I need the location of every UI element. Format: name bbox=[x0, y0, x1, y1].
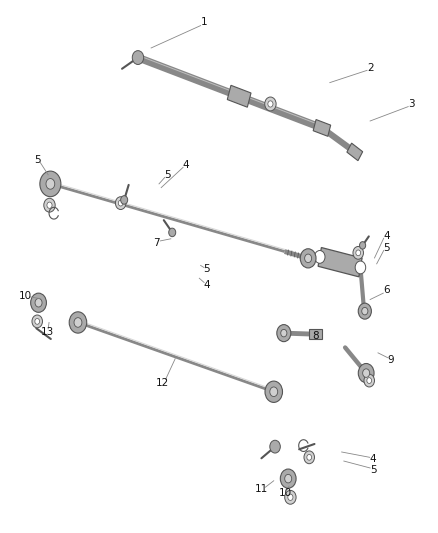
Circle shape bbox=[44, 198, 55, 212]
Text: 5: 5 bbox=[383, 243, 390, 253]
Text: 7: 7 bbox=[153, 238, 160, 247]
Text: 4: 4 bbox=[383, 231, 390, 240]
Circle shape bbox=[31, 293, 46, 312]
Circle shape bbox=[353, 246, 364, 259]
Circle shape bbox=[265, 381, 283, 402]
Text: 4: 4 bbox=[183, 160, 190, 170]
Text: 5: 5 bbox=[370, 465, 377, 475]
Circle shape bbox=[32, 315, 42, 328]
Circle shape bbox=[305, 254, 312, 263]
Circle shape bbox=[35, 319, 39, 324]
Circle shape bbox=[281, 329, 287, 337]
Circle shape bbox=[74, 318, 82, 327]
Polygon shape bbox=[313, 119, 331, 136]
Text: 6: 6 bbox=[383, 286, 390, 295]
Text: 3: 3 bbox=[408, 99, 415, 109]
Circle shape bbox=[364, 374, 374, 387]
Text: 1: 1 bbox=[200, 18, 207, 27]
Text: 2: 2 bbox=[367, 63, 374, 73]
Circle shape bbox=[360, 241, 366, 249]
Text: 5: 5 bbox=[203, 264, 210, 274]
Polygon shape bbox=[318, 247, 362, 277]
Circle shape bbox=[35, 298, 42, 307]
Circle shape bbox=[307, 455, 311, 460]
Circle shape bbox=[116, 197, 126, 209]
Circle shape bbox=[358, 364, 374, 383]
Text: 12: 12 bbox=[155, 378, 169, 387]
Text: 10: 10 bbox=[19, 291, 32, 301]
Circle shape bbox=[277, 325, 291, 342]
Circle shape bbox=[356, 250, 360, 256]
Circle shape bbox=[120, 196, 128, 204]
Circle shape bbox=[270, 387, 278, 397]
Circle shape bbox=[69, 312, 87, 333]
Circle shape bbox=[268, 101, 273, 107]
Text: 4: 4 bbox=[203, 280, 210, 290]
Text: 5: 5 bbox=[34, 155, 41, 165]
Text: 10: 10 bbox=[279, 488, 292, 498]
Circle shape bbox=[132, 51, 144, 64]
Text: 5: 5 bbox=[164, 170, 171, 180]
Text: 8: 8 bbox=[312, 331, 319, 341]
Circle shape bbox=[288, 494, 293, 500]
Circle shape bbox=[280, 469, 296, 488]
Circle shape bbox=[304, 451, 314, 464]
Text: 13: 13 bbox=[41, 327, 54, 336]
Polygon shape bbox=[309, 329, 322, 339]
Polygon shape bbox=[227, 85, 251, 107]
Polygon shape bbox=[347, 143, 363, 160]
Circle shape bbox=[40, 171, 61, 197]
Text: 4: 4 bbox=[370, 455, 377, 464]
Circle shape bbox=[285, 474, 292, 483]
Circle shape bbox=[363, 369, 370, 377]
Circle shape bbox=[355, 261, 366, 274]
Text: 9: 9 bbox=[387, 355, 394, 365]
Text: 11: 11 bbox=[255, 484, 268, 494]
Circle shape bbox=[118, 200, 123, 206]
Circle shape bbox=[367, 378, 371, 383]
Circle shape bbox=[314, 251, 325, 263]
Circle shape bbox=[285, 490, 296, 504]
Circle shape bbox=[270, 440, 280, 453]
Circle shape bbox=[46, 179, 55, 189]
Circle shape bbox=[358, 303, 371, 319]
Circle shape bbox=[169, 228, 176, 237]
Circle shape bbox=[265, 97, 276, 111]
Circle shape bbox=[47, 202, 52, 208]
Circle shape bbox=[300, 249, 316, 268]
Circle shape bbox=[362, 308, 368, 315]
